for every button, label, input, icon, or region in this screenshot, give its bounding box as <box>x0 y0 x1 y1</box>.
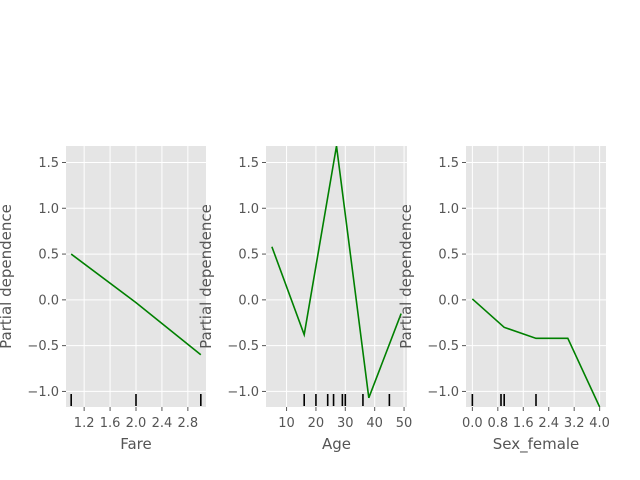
y-tick-label: −1.0 <box>227 385 259 400</box>
y-tick-label: −0.5 <box>427 339 459 354</box>
y-tick-label: 1.5 <box>38 156 59 171</box>
plot-area <box>466 146 606 407</box>
partial-dependence-line <box>271 146 402 399</box>
y-tick-label: 0.5 <box>438 248 459 263</box>
x-tick-label: 2.4 <box>538 416 559 431</box>
y-tick-label: −1.0 <box>427 385 459 400</box>
x-tick-label: 4.0 <box>589 416 610 431</box>
y-tick-label: 1.5 <box>438 156 459 171</box>
y-tick-label: 0.0 <box>438 293 459 308</box>
x-tick-label: 50 <box>396 416 413 431</box>
x-axis-label: Fare <box>120 435 152 453</box>
partial-dependence-line <box>70 253 202 356</box>
y-tick-label: 1.0 <box>238 202 259 217</box>
x-tick-label: 2.0 <box>126 416 147 431</box>
partial-dependence-line <box>471 298 601 407</box>
y-tick-label: 0.5 <box>38 248 59 263</box>
y-tick-label: −0.5 <box>27 339 59 354</box>
y-tick-label: −1.0 <box>27 385 59 400</box>
x-tick-label: 20 <box>308 416 325 431</box>
y-tick-label: 0.5 <box>238 248 259 263</box>
x-tick-label: 40 <box>366 416 383 431</box>
chart-panel-3: 0.0 0.8 1.6 2.4 3.2 4.0 −1.0 −0.5 0.0 0.5 1.0 1.5 Se… <box>397 146 610 454</box>
x-axis-label: Sex_female <box>493 435 580 454</box>
x-tick-label: 2.4 <box>152 416 173 431</box>
x-tick-label: 0.0 <box>462 416 483 431</box>
x-tick-label: 0.8 <box>487 416 508 431</box>
x-tick-label: 1.6 <box>100 416 121 431</box>
x-tick-label: 1.2 <box>74 416 95 431</box>
x-tick-label: 2.8 <box>178 416 199 431</box>
y-axis-label: Partial dependence <box>197 204 215 349</box>
x-tick-label: 10 <box>278 416 295 431</box>
chart-panel-2: 10 20 30 40 50 −1.0 −0.5 0.0 0.5 1.0 1.5 Age Partial… <box>197 146 412 453</box>
chart-panel-1: 1.2 1.6 2.0 2.4 2.8 −1.0 −0.5 0.0 0.5 1.0 1.5 Fare P… <box>0 146 206 453</box>
x-axis-label: Age <box>322 435 351 453</box>
y-tick-label: 0.0 <box>238 293 259 308</box>
y-tick-label: 1.5 <box>238 156 259 171</box>
y-tick-label: 0.0 <box>38 293 59 308</box>
y-tick-label: 1.0 <box>438 202 459 217</box>
plot-area <box>266 146 407 407</box>
x-tick-label: 3.2 <box>564 416 585 431</box>
x-tick-label: 1.6 <box>513 416 534 431</box>
y-tick-label: −0.5 <box>227 339 259 354</box>
y-axis-label: Partial dependence <box>397 204 415 349</box>
y-tick-label: 1.0 <box>38 202 59 217</box>
x-tick-label: 30 <box>337 416 354 431</box>
y-axis-label: Partial dependence <box>0 204 15 349</box>
